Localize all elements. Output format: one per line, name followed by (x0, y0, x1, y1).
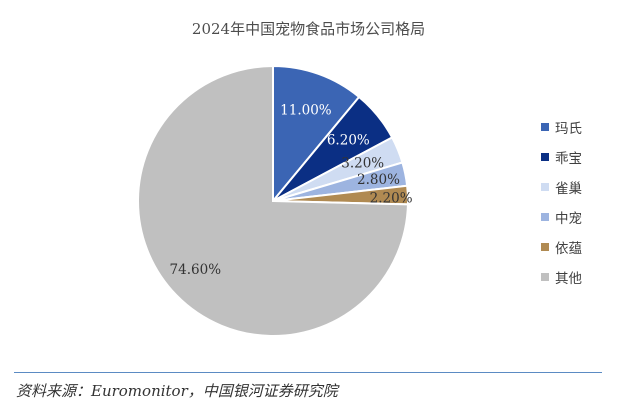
legend-label: 雀巢 (555, 181, 582, 197)
legend-swatch (541, 183, 549, 191)
data-label: 6.20% (327, 133, 370, 149)
legend-item-mars: 玛氏 (541, 112, 582, 142)
pie-slice (272, 64, 361, 204)
footer-divider (14, 372, 602, 373)
legend-item-nestle: 雀巢 (541, 172, 582, 202)
legend-swatch (541, 213, 549, 221)
legend-swatch (541, 123, 549, 131)
legend-label: 玛氏 (555, 121, 582, 137)
legend-swatch (541, 243, 549, 251)
data-label: 2.20% (370, 190, 413, 206)
data-label: 74.60% (170, 262, 222, 278)
pie-chart: 11.00% 6.20% 3.20%2.80% 2.20% 74.60% (137, 64, 413, 337)
legend-item-guaibao: 乖宝 (541, 142, 582, 172)
legend: 玛氏 乖宝 雀巢 中宠 依蕴 其他 (541, 112, 582, 292)
legend-label: 中宠 (555, 211, 582, 227)
source-note: 资料来源：Euromonitor，中国银河证券研究院 (16, 382, 338, 400)
legend-label: 乖宝 (555, 151, 582, 167)
legend-swatch (541, 153, 549, 161)
data-label: 2.80% (357, 172, 400, 188)
legend-swatch (541, 273, 549, 281)
chart-title: 2024年中国宠物食品市场公司格局 (191, 20, 426, 38)
data-label: 3.20% (341, 156, 384, 172)
data-label: 11.00% (280, 103, 332, 119)
legend-label: 其他 (555, 271, 582, 287)
legend-item-others: 其他 (541, 262, 582, 292)
pie-slice (137, 64, 409, 337)
legend-label: 依蕴 (555, 241, 582, 257)
legend-item-yiyun: 依蕴 (541, 232, 582, 262)
legend-item-zhongchong: 中宠 (541, 202, 582, 232)
